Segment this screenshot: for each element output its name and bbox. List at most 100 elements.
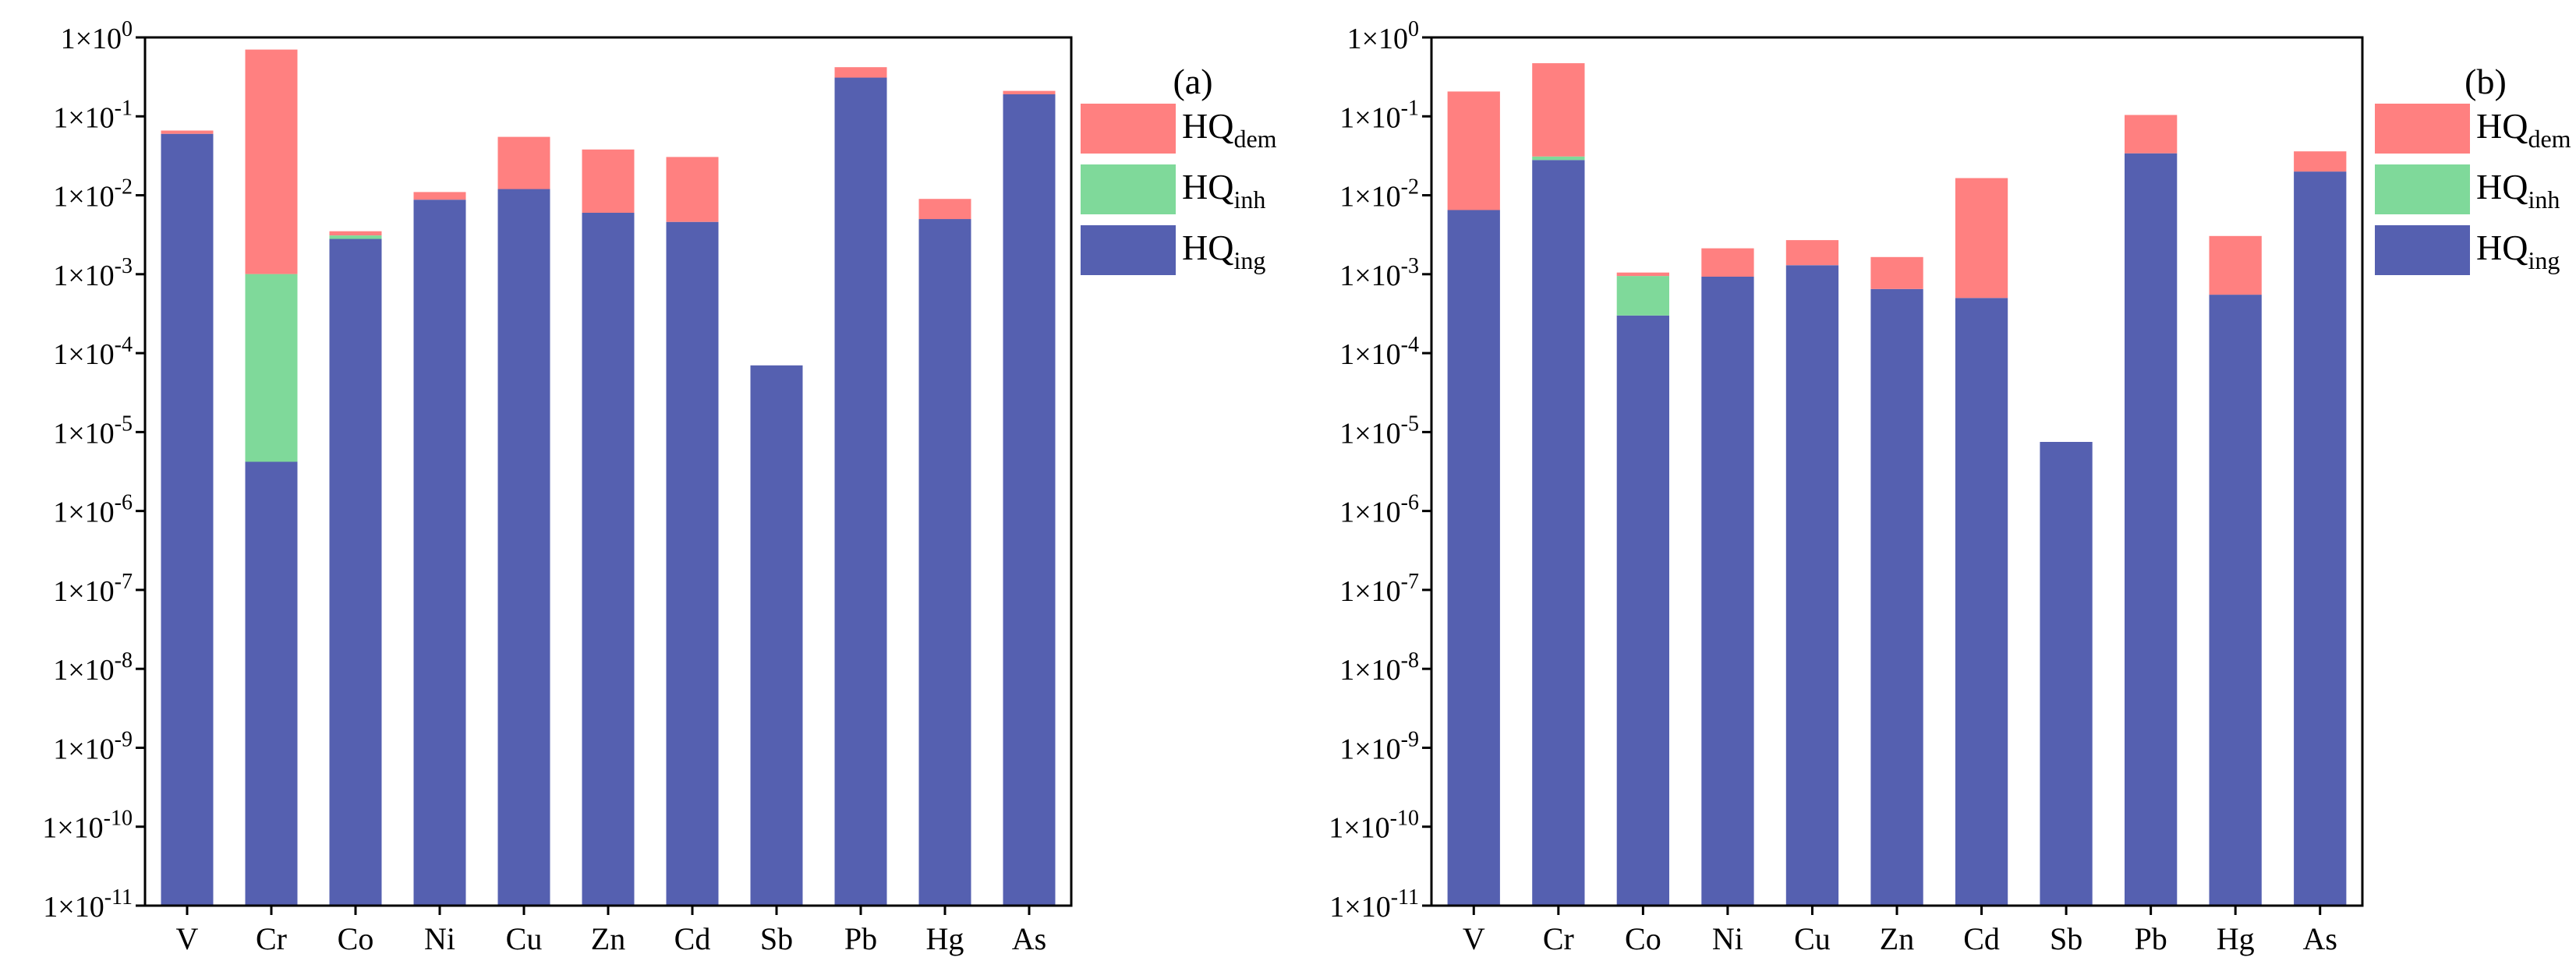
legend-label-hq-ing: HQing bbox=[1182, 228, 1265, 274]
bar-co-hq-dem bbox=[1616, 272, 1669, 277]
y-tick-label: 1×10-4 bbox=[1339, 333, 1419, 371]
y-tick-base: 1×10 bbox=[53, 575, 114, 608]
y-tick-exponent: -9 bbox=[115, 727, 133, 751]
panel-label-a: (a) bbox=[1173, 62, 1212, 101]
y-tick-label: 1×10-7 bbox=[53, 570, 133, 608]
bar-ni-hq-ing bbox=[413, 200, 466, 906]
x-tick-label-cr: Cr bbox=[256, 921, 287, 956]
x-tick-label-v: V bbox=[176, 921, 199, 956]
y-tick-base: 1×10 bbox=[53, 101, 114, 134]
x-tick-label-pb: Pb bbox=[2135, 921, 2167, 956]
x-tick-label-as: As bbox=[2303, 921, 2337, 956]
bar-cu-hq-ing bbox=[497, 189, 550, 906]
x-tick-label-cu: Cu bbox=[1794, 921, 1831, 956]
x-tick-label-cu: Cu bbox=[506, 921, 543, 956]
legend-label-main: HQ bbox=[1182, 106, 1233, 146]
x-tick-label-cd: Cd bbox=[674, 921, 711, 956]
y-tick-base: 1×10 bbox=[42, 812, 103, 845]
bar-cr-hq-ing bbox=[245, 461, 298, 906]
y-tick-base: 1×10 bbox=[61, 23, 122, 55]
bar-cr-hq-inh bbox=[1532, 156, 1585, 161]
y-tick-exponent: -10 bbox=[1390, 807, 1419, 831]
y-tick-base: 1×10 bbox=[1339, 654, 1400, 687]
y-tick-label: 1×10-10 bbox=[42, 807, 133, 845]
y-tick-label: 1×10-5 bbox=[1339, 412, 1419, 450]
y-tick-exponent: -9 bbox=[1401, 727, 1419, 751]
y-tick-exponent: -2 bbox=[1401, 175, 1419, 200]
y-tick-base: 1×10 bbox=[53, 417, 114, 450]
y-tick-exponent: -11 bbox=[104, 885, 133, 910]
y-tick-exponent: -3 bbox=[1401, 254, 1419, 278]
bar-co-hq-inh bbox=[1616, 276, 1669, 316]
bar-hg-hq-dem bbox=[918, 199, 971, 220]
y-tick-label: 1×10-1 bbox=[1339, 96, 1419, 134]
bar-cu-hq-dem bbox=[497, 136, 550, 189]
y-tick-base: 1×10 bbox=[53, 338, 114, 371]
bar-hg-hq-ing bbox=[918, 219, 971, 906]
x-tick-label-ni: Ni bbox=[424, 921, 455, 956]
y-tick-label: 1×10-5 bbox=[53, 412, 133, 450]
bar-cr-hq-ing bbox=[1532, 160, 1585, 906]
y-tick-exponent: -7 bbox=[115, 570, 133, 594]
bar-as-hq-dem bbox=[2294, 151, 2347, 172]
bar-as-hq-ing bbox=[1003, 94, 1056, 906]
x-tick-label-sb: Sb bbox=[2050, 921, 2082, 956]
y-tick-exponent: -5 bbox=[1401, 412, 1419, 436]
y-tick-label: 1×100 bbox=[1347, 17, 1419, 55]
y-tick-base: 1×10 bbox=[1329, 812, 1389, 845]
y-tick-exponent: -8 bbox=[115, 648, 133, 673]
legend-label-main: HQ bbox=[2476, 228, 2528, 267]
bar-cr-hq-inh bbox=[245, 274, 298, 462]
y-tick-base: 1×10 bbox=[1339, 101, 1400, 134]
y-tick-label: 1×10-3 bbox=[1339, 254, 1419, 292]
panel-label-b: (b) bbox=[2465, 62, 2507, 101]
y-tick-label: 1×10-3 bbox=[53, 254, 133, 292]
bar-cr-hq-dem bbox=[245, 49, 298, 274]
y-tick-exponent: -7 bbox=[1401, 570, 1419, 594]
y-tick-base: 1×10 bbox=[53, 733, 114, 765]
legend-label-subscript: inh bbox=[1233, 185, 1265, 214]
x-tick-label-pb: Pb bbox=[844, 921, 877, 956]
y-tick-exponent: -11 bbox=[1391, 885, 1419, 910]
bar-as-hq-ing bbox=[2294, 171, 2347, 906]
bar-zn-hq-dem bbox=[582, 149, 635, 213]
y-tick-base: 1×10 bbox=[1339, 417, 1400, 450]
x-tick-label-zn: Zn bbox=[1880, 921, 1914, 956]
bar-cu-hq-ing bbox=[1785, 265, 1839, 906]
y-tick-label: 1×10-6 bbox=[1339, 491, 1419, 529]
bar-pb-hq-ing bbox=[834, 77, 887, 906]
y-tick-label: 1×10-6 bbox=[53, 491, 133, 529]
bar-co-hq-inh bbox=[329, 235, 382, 239]
y-tick-label: 1×10-8 bbox=[1339, 648, 1419, 687]
bar-zn-hq-ing bbox=[1870, 288, 1923, 906]
legend-label-subscript: dem bbox=[1233, 125, 1276, 153]
legend-label-subscript: inh bbox=[2528, 185, 2560, 214]
y-tick-exponent: 0 bbox=[1408, 17, 1419, 41]
bar-co-hq-dem bbox=[329, 231, 382, 235]
bar-zn-hq-dem bbox=[1870, 256, 1923, 289]
legend-label-main: HQ bbox=[1182, 228, 1233, 267]
y-tick-exponent: -3 bbox=[115, 254, 133, 278]
y-tick-base: 1×10 bbox=[1339, 181, 1400, 214]
y-tick-base: 1×10 bbox=[1339, 575, 1400, 608]
y-tick-base: 1×10 bbox=[1329, 891, 1390, 924]
legend-label-main: HQ bbox=[1182, 167, 1233, 207]
y-tick-exponent: -8 bbox=[1401, 648, 1419, 673]
legend-swatch-hq-dem bbox=[1081, 104, 1176, 154]
legend-label-hq-dem: HQdem bbox=[1182, 106, 1277, 153]
bar-ni-hq-dem bbox=[413, 192, 466, 200]
bar-hg-hq-dem bbox=[2209, 235, 2262, 295]
y-tick-base: 1×10 bbox=[1339, 260, 1400, 292]
bar-cd-hq-dem bbox=[666, 157, 719, 222]
bar-co-hq-ing bbox=[329, 238, 382, 906]
legend-label-subscript: ing bbox=[2528, 246, 2560, 274]
y-tick-base: 1×10 bbox=[1347, 23, 1408, 55]
y-tick-label: 1×10-1 bbox=[53, 96, 133, 134]
x-tick-label-cd: Cd bbox=[1963, 921, 2000, 956]
legend-swatch-hq-ing bbox=[2375, 225, 2470, 275]
x-tick-label-hg: Hg bbox=[2217, 921, 2255, 956]
y-tick-base: 1×10 bbox=[1339, 733, 1400, 765]
